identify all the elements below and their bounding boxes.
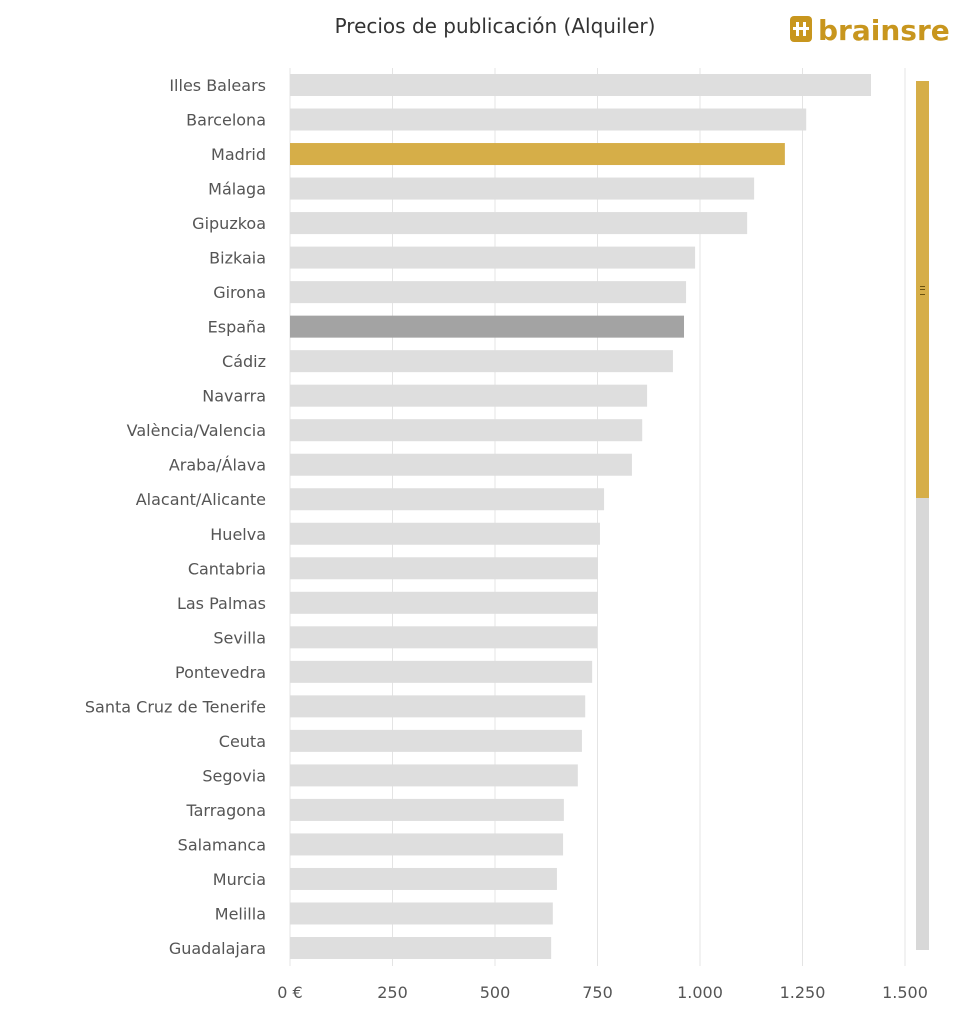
chart-title: Precios de publicación (Alquiler): [334, 14, 656, 38]
x-tick-label: 0 €: [277, 983, 302, 1002]
bar-barcelona: [290, 108, 807, 131]
grip-icon: [920, 285, 925, 295]
bar-sevilla: [290, 626, 598, 649]
x-tick-label: 500: [480, 983, 511, 1002]
bar-tarragona: [290, 798, 564, 821]
category-label: España: [208, 318, 266, 337]
category-label: Bizkaia: [209, 249, 266, 268]
bar-ceuta: [290, 729, 582, 752]
bar-m-laga: [290, 177, 755, 200]
bar-gipuzkoa: [290, 212, 748, 235]
brainsre-logo: brainsre: [790, 14, 950, 46]
bar-murcia: [290, 867, 557, 890]
bar-segovia: [290, 764, 578, 787]
bar-cantabria: [290, 557, 598, 580]
category-label: Alacant/Alicante: [136, 490, 266, 509]
category-label: Santa Cruz de Tenerife: [85, 697, 266, 716]
bar-guadalajara: [290, 937, 552, 959]
category-label: Illes Balears: [169, 76, 266, 95]
bar-madrid: [290, 143, 785, 166]
x-tick-label: 250: [377, 983, 408, 1002]
category-label: Málaga: [208, 180, 266, 199]
bar-illes-balears: [290, 74, 871, 96]
bar-santa-cruz-de-tenerife: [290, 695, 586, 718]
category-label: Navarra: [202, 387, 266, 406]
x-tick-label: 750: [582, 983, 613, 1002]
category-label: Cantabria: [188, 559, 266, 578]
bar-girona: [290, 281, 687, 304]
bar-salamanca: [290, 833, 564, 856]
category-label: Girona: [213, 283, 266, 302]
category-label: Guadalajara: [169, 939, 266, 958]
category-label: Salamanca: [178, 835, 266, 854]
x-tick-label: 1.000: [677, 983, 723, 1002]
bar-araba-lava: [290, 453, 632, 476]
category-label: Las Palmas: [177, 594, 266, 613]
bar-espa-a: [290, 315, 685, 338]
svg-text:brainsre: brainsre: [818, 14, 950, 46]
category-label: Gipuzkoa: [192, 214, 266, 233]
category-label: Sevilla: [213, 628, 266, 647]
category-label: Segovia: [202, 766, 266, 785]
category-label: Murcia: [213, 870, 266, 889]
category-label: Cádiz: [222, 352, 266, 371]
bar-melilla: [290, 902, 553, 925]
scrollbar-thumb[interactable]: [916, 81, 929, 499]
category-label: Pontevedra: [175, 663, 266, 682]
category-label: Tarragona: [186, 801, 267, 820]
category-label: València/Valencia: [127, 421, 266, 440]
x-tick-label: 1.250: [780, 983, 826, 1002]
category-label: Madrid: [211, 145, 266, 164]
scrollbar-track[interactable]: [916, 81, 929, 950]
category-label: Araba/Álava: [169, 456, 266, 475]
bar-navarra: [290, 384, 648, 407]
bar-pontevedra: [290, 660, 593, 683]
bar-bizkaia: [290, 246, 696, 269]
category-label: Huelva: [210, 525, 266, 544]
category-label: Melilla: [215, 904, 266, 923]
bar-las-palmas: [290, 591, 598, 614]
bar-huelva: [290, 522, 600, 545]
bar-val-ncia-valencia: [290, 419, 643, 442]
category-label: Barcelona: [186, 111, 266, 130]
bar-c-diz: [290, 350, 673, 373]
bar-alacant-alicante: [290, 488, 605, 511]
x-tick-label: 1.500: [882, 983, 928, 1002]
category-label: Ceuta: [219, 732, 266, 751]
